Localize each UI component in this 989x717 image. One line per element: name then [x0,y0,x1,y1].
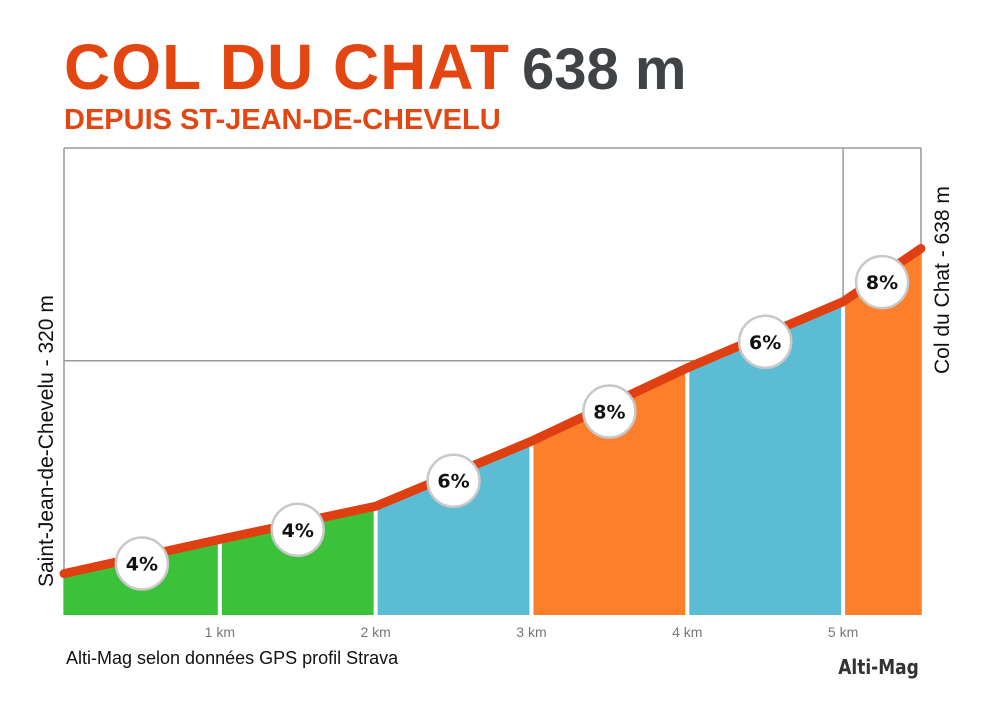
segment-area-4 [531,367,688,615]
segment-area-3 [375,441,532,615]
segment-area-6 [843,248,921,616]
grade-label-4: 8% [593,402,625,424]
end-location-label: Col du Chat - 638 m [931,186,954,374]
title-climb-name: COL DU CHAT [64,31,510,103]
grade-label-6: 8% [866,272,898,294]
grade-badge-2 [270,502,325,558]
x-tick-label-5: 5 km [828,624,858,640]
grade-badge-3 [426,453,481,508]
x-tick-label-1: 1 km [205,624,235,640]
x-tick-label-3: 3 km [516,624,546,640]
source-note: Alti-Mag selon données GPS profil Strava [66,648,399,668]
grade-badge-4 [582,384,637,439]
page-subtitle: DEPUIS ST-JEAN-DE-CHEVELU [64,104,501,136]
title-altitude: 638 m [521,37,687,102]
segment-area-5 [687,301,844,615]
grade-label-2: 4% [282,520,314,542]
grade-badge-6 [854,254,910,310]
x-tick-label-2: 2 km [360,624,390,640]
start-location-label: Saint-Jean-de-Chevelu - 320 m [35,295,58,587]
brand-logo: Alti-Mag [838,655,919,679]
x-tick-label-4: 4 km [672,624,702,640]
grade-label-5: 6% [749,332,781,354]
grade-label-3: 6% [437,471,469,493]
grade-badge-5 [737,314,793,370]
elevation-profile-line [59,243,926,579]
grade-badge-1 [114,536,170,591]
page-title: COL DU CHAT 638 m [64,30,686,104]
grade-label-1: 4% [126,553,158,575]
